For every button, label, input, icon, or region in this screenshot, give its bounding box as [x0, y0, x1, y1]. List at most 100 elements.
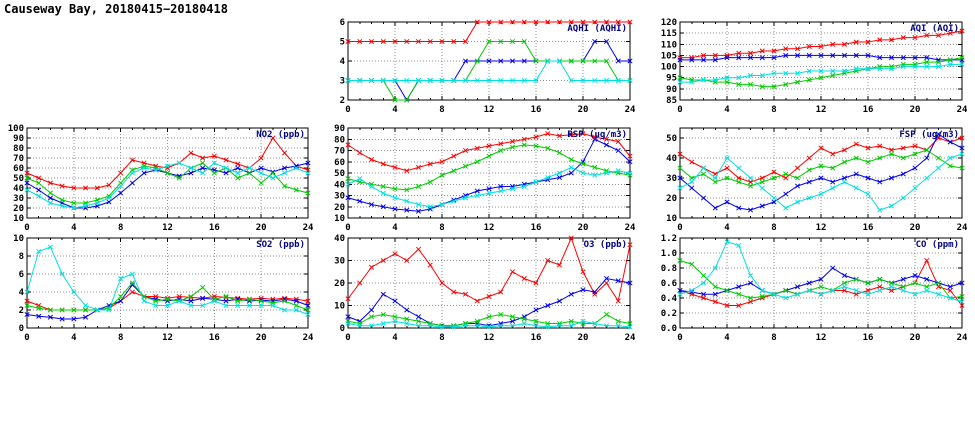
svg-text:6: 6	[340, 18, 345, 28]
svg-text:120: 120	[661, 18, 677, 28]
svg-text:4: 4	[71, 333, 77, 343]
svg-text:60: 60	[334, 158, 345, 168]
svg-text:16: 16	[531, 105, 542, 115]
svg-text:8: 8	[439, 333, 444, 343]
svg-text:110: 110	[661, 40, 677, 50]
svg-text:20: 20	[910, 223, 921, 233]
svg-text:FSP (ug/m3): FSP (ug/m3)	[899, 130, 959, 140]
svg-text:30: 30	[666, 174, 677, 184]
svg-text:0: 0	[24, 333, 29, 343]
svg-text:24: 24	[625, 333, 636, 343]
chart-co: 0.0 0.2 0.4 0.6 0.8 1.0 1.2 0 4 8 12 16 20 24 CO (ppm)	[661, 234, 968, 343]
svg-text:20: 20	[334, 203, 345, 213]
svg-text:24: 24	[957, 333, 968, 343]
svg-text:100: 100	[8, 124, 24, 134]
svg-text:2: 2	[19, 306, 24, 316]
svg-text:0: 0	[677, 105, 682, 115]
page-title: Causeway Bay, 20180415−20180418	[4, 2, 228, 16]
svg-text:40: 40	[13, 184, 24, 194]
svg-text:12: 12	[484, 105, 495, 115]
svg-text:80: 80	[334, 135, 345, 145]
svg-text:1.2: 1.2	[661, 234, 677, 244]
svg-text:8: 8	[118, 333, 123, 343]
svg-text:8: 8	[771, 333, 776, 343]
svg-text:30: 30	[334, 257, 345, 267]
svg-text:90: 90	[13, 134, 24, 144]
svg-text:100: 100	[661, 63, 677, 73]
svg-text:16: 16	[209, 223, 220, 233]
svg-text:0: 0	[345, 105, 350, 115]
svg-text:105: 105	[661, 51, 677, 61]
svg-text:24: 24	[625, 223, 636, 233]
svg-text:AQI (AQI): AQI (AQI)	[910, 24, 959, 34]
svg-text:4: 4	[340, 57, 346, 67]
chart-o3: 0 10 20 30 40 0 4 8 12 16 20 24 O3 (ppb)	[334, 234, 636, 343]
svg-text:0: 0	[677, 223, 682, 233]
svg-text:16: 16	[863, 105, 874, 115]
svg-text:20: 20	[910, 105, 921, 115]
svg-text:0: 0	[345, 333, 350, 343]
chart-fsp: 10 20 30 40 50 0 4 8 12 16 20 24 FSP (ug/m3)	[666, 127, 968, 233]
svg-text:NO2 (ppb): NO2 (ppb)	[256, 130, 305, 140]
svg-text:20: 20	[256, 223, 267, 233]
svg-text:4: 4	[19, 288, 25, 298]
svg-text:50: 50	[13, 174, 24, 184]
svg-text:SO2 (ppb): SO2 (ppb)	[256, 240, 305, 250]
svg-text:70: 70	[13, 154, 24, 164]
svg-text:16: 16	[531, 223, 542, 233]
svg-text:6: 6	[19, 270, 24, 280]
svg-text:RSP (ug/m3): RSP (ug/m3)	[567, 130, 627, 140]
svg-text:16: 16	[863, 333, 874, 343]
svg-text:8: 8	[771, 105, 776, 115]
svg-text:20: 20	[578, 105, 589, 115]
svg-text:12: 12	[816, 223, 827, 233]
svg-text:12: 12	[816, 105, 827, 115]
svg-text:4: 4	[392, 105, 398, 115]
svg-text:5: 5	[340, 38, 345, 48]
svg-text:20: 20	[578, 223, 589, 233]
svg-text:8: 8	[439, 105, 444, 115]
svg-text:20: 20	[666, 194, 677, 204]
svg-text:30: 30	[334, 192, 345, 202]
svg-text:115: 115	[661, 29, 677, 39]
svg-text:60: 60	[13, 164, 24, 174]
svg-text:90: 90	[666, 85, 677, 95]
svg-text:0: 0	[340, 324, 345, 334]
svg-text:12: 12	[484, 333, 495, 343]
svg-text:0: 0	[19, 324, 24, 334]
svg-text:8: 8	[771, 223, 776, 233]
svg-text:4: 4	[724, 333, 730, 343]
svg-text:80: 80	[13, 144, 24, 154]
svg-text:8: 8	[439, 223, 444, 233]
svg-text:20: 20	[256, 333, 267, 343]
svg-text:0.0: 0.0	[661, 324, 677, 334]
svg-text:8: 8	[19, 252, 24, 262]
svg-text:10: 10	[13, 234, 24, 244]
svg-text:4: 4	[71, 223, 77, 233]
svg-text:4: 4	[392, 333, 398, 343]
svg-text:40: 40	[334, 234, 345, 244]
chart-aqhi: 2 3 4 5 6 0 4 8 12 16 20 24 AQHI (AQHI)	[340, 18, 636, 115]
svg-text:40: 40	[334, 180, 345, 190]
svg-text:12: 12	[162, 333, 173, 343]
svg-text:95: 95	[666, 74, 677, 84]
svg-text:70: 70	[334, 147, 345, 157]
svg-text:85: 85	[666, 96, 677, 106]
svg-text:0.2: 0.2	[661, 309, 677, 319]
svg-text:16: 16	[863, 223, 874, 233]
svg-text:10: 10	[334, 302, 345, 312]
svg-text:20: 20	[13, 204, 24, 214]
svg-text:12: 12	[816, 333, 827, 343]
svg-text:24: 24	[303, 223, 314, 233]
svg-text:90: 90	[334, 124, 345, 134]
svg-text:50: 50	[666, 134, 677, 144]
svg-text:24: 24	[303, 333, 314, 343]
svg-text:0: 0	[345, 223, 350, 233]
svg-text:4: 4	[392, 223, 398, 233]
svg-text:10: 10	[334, 214, 345, 224]
svg-text:12: 12	[162, 223, 173, 233]
